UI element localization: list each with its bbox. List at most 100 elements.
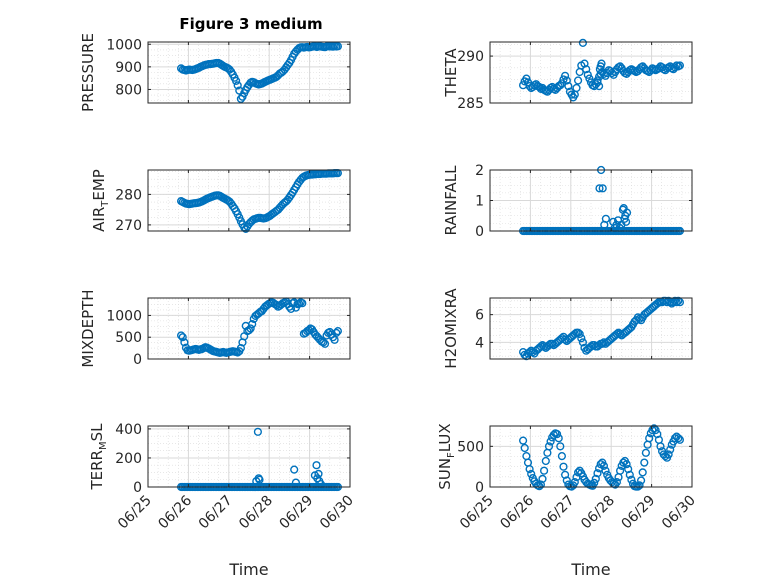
h2omixra-series xyxy=(518,296,685,361)
data-point xyxy=(518,436,528,445)
data-point xyxy=(670,434,680,443)
data-point xyxy=(583,70,592,79)
data-point xyxy=(554,434,563,443)
data-point xyxy=(651,426,660,435)
data-point xyxy=(638,468,647,477)
pressure-ytick-label: 800 xyxy=(115,82,142,98)
theta-series xyxy=(518,38,685,102)
data-point xyxy=(246,324,255,333)
data-point xyxy=(674,296,683,305)
data-point xyxy=(544,442,554,451)
sunflux-ytick-label: 0 xyxy=(475,480,484,496)
data-point xyxy=(664,450,673,459)
data-point xyxy=(525,465,534,474)
mixdepth-ytick-label: 500 xyxy=(115,330,142,346)
data-point xyxy=(244,326,254,335)
theta-axes-box xyxy=(489,41,693,104)
data-point xyxy=(621,211,630,220)
data-point xyxy=(570,478,579,487)
pressure-ytick-label: 900 xyxy=(115,60,142,76)
data-point xyxy=(648,426,657,435)
airtemp-axes-box xyxy=(147,169,351,232)
data-point xyxy=(286,304,296,314)
data-point xyxy=(674,434,683,443)
data-point xyxy=(290,465,299,474)
data-point xyxy=(670,63,680,72)
data-point xyxy=(578,38,588,48)
data-point xyxy=(597,59,606,68)
data-point xyxy=(675,435,685,444)
h2omixra-axes-box xyxy=(489,297,693,360)
subplot-rainfall: 0 1 2 RAINFALL xyxy=(442,163,693,240)
data-point xyxy=(612,478,622,487)
rainfall-ytick-label: 0 xyxy=(475,224,484,240)
data-point xyxy=(253,427,263,436)
data-point xyxy=(590,478,599,488)
data-point xyxy=(577,334,586,343)
data-point xyxy=(535,482,544,491)
airtemp-series xyxy=(177,169,343,234)
data-point xyxy=(599,338,609,347)
terrmsl-ytick-label: 200 xyxy=(115,451,142,467)
data-point xyxy=(332,328,341,338)
terrmsl-ylabel: TERRMSL xyxy=(88,423,109,491)
data-point xyxy=(593,469,602,478)
data-point xyxy=(522,74,531,83)
data-point xyxy=(312,461,321,470)
data-point xyxy=(582,65,591,74)
data-point xyxy=(670,296,680,305)
data-point xyxy=(635,481,644,490)
data-point xyxy=(675,298,685,307)
data-point xyxy=(559,462,568,471)
data-point xyxy=(562,76,571,85)
data-point xyxy=(625,470,634,479)
data-point xyxy=(615,329,625,339)
data-point xyxy=(333,327,343,336)
data-point xyxy=(541,456,550,466)
data-point xyxy=(560,71,570,80)
data-point xyxy=(672,298,681,307)
pressure-ylabel: PRESSURE xyxy=(79,33,97,112)
pressure-axes-box xyxy=(147,41,351,104)
pressure-series xyxy=(177,41,343,104)
h2omixra-ytick-label: 6 xyxy=(475,308,484,324)
data-point xyxy=(319,338,328,347)
data-point xyxy=(255,475,264,484)
rainfall-ytick-label: 1 xyxy=(475,194,484,210)
data-point xyxy=(601,466,610,475)
data-point xyxy=(232,76,241,86)
theta-ytick-label: 290 xyxy=(457,49,484,65)
terrmsl-xlabel: Time xyxy=(228,560,268,579)
data-point xyxy=(580,59,589,68)
terrmsl-ytick-label: 0 xyxy=(133,480,142,496)
data-point xyxy=(627,475,636,484)
rainfall-ytick-label: 2 xyxy=(475,163,484,179)
figure-title: Figure 3 medium xyxy=(179,15,322,33)
data-point xyxy=(573,468,583,477)
data-point xyxy=(575,329,584,339)
data-point xyxy=(598,184,607,193)
theta-ylabel: THETA xyxy=(442,48,460,98)
data-point xyxy=(621,217,631,226)
sunflux-ytick-label: 500 xyxy=(457,439,484,455)
data-point xyxy=(640,458,649,467)
data-point xyxy=(645,434,654,443)
data-point xyxy=(333,42,343,51)
data-point xyxy=(666,445,675,454)
data-point xyxy=(585,74,594,83)
data-point xyxy=(661,296,670,305)
data-point xyxy=(599,461,609,471)
data-point xyxy=(615,466,625,475)
data-point xyxy=(552,430,562,439)
data-point xyxy=(538,474,547,484)
data-point xyxy=(291,478,301,487)
mixdepth-ytick-label: 1000 xyxy=(106,308,142,324)
data-point xyxy=(320,339,330,348)
data-point xyxy=(536,480,546,489)
mixdepth-axes-box xyxy=(147,297,351,360)
data-point xyxy=(527,469,536,479)
pressure-ytick-label: 1000 xyxy=(106,37,142,53)
data-point xyxy=(572,83,581,93)
